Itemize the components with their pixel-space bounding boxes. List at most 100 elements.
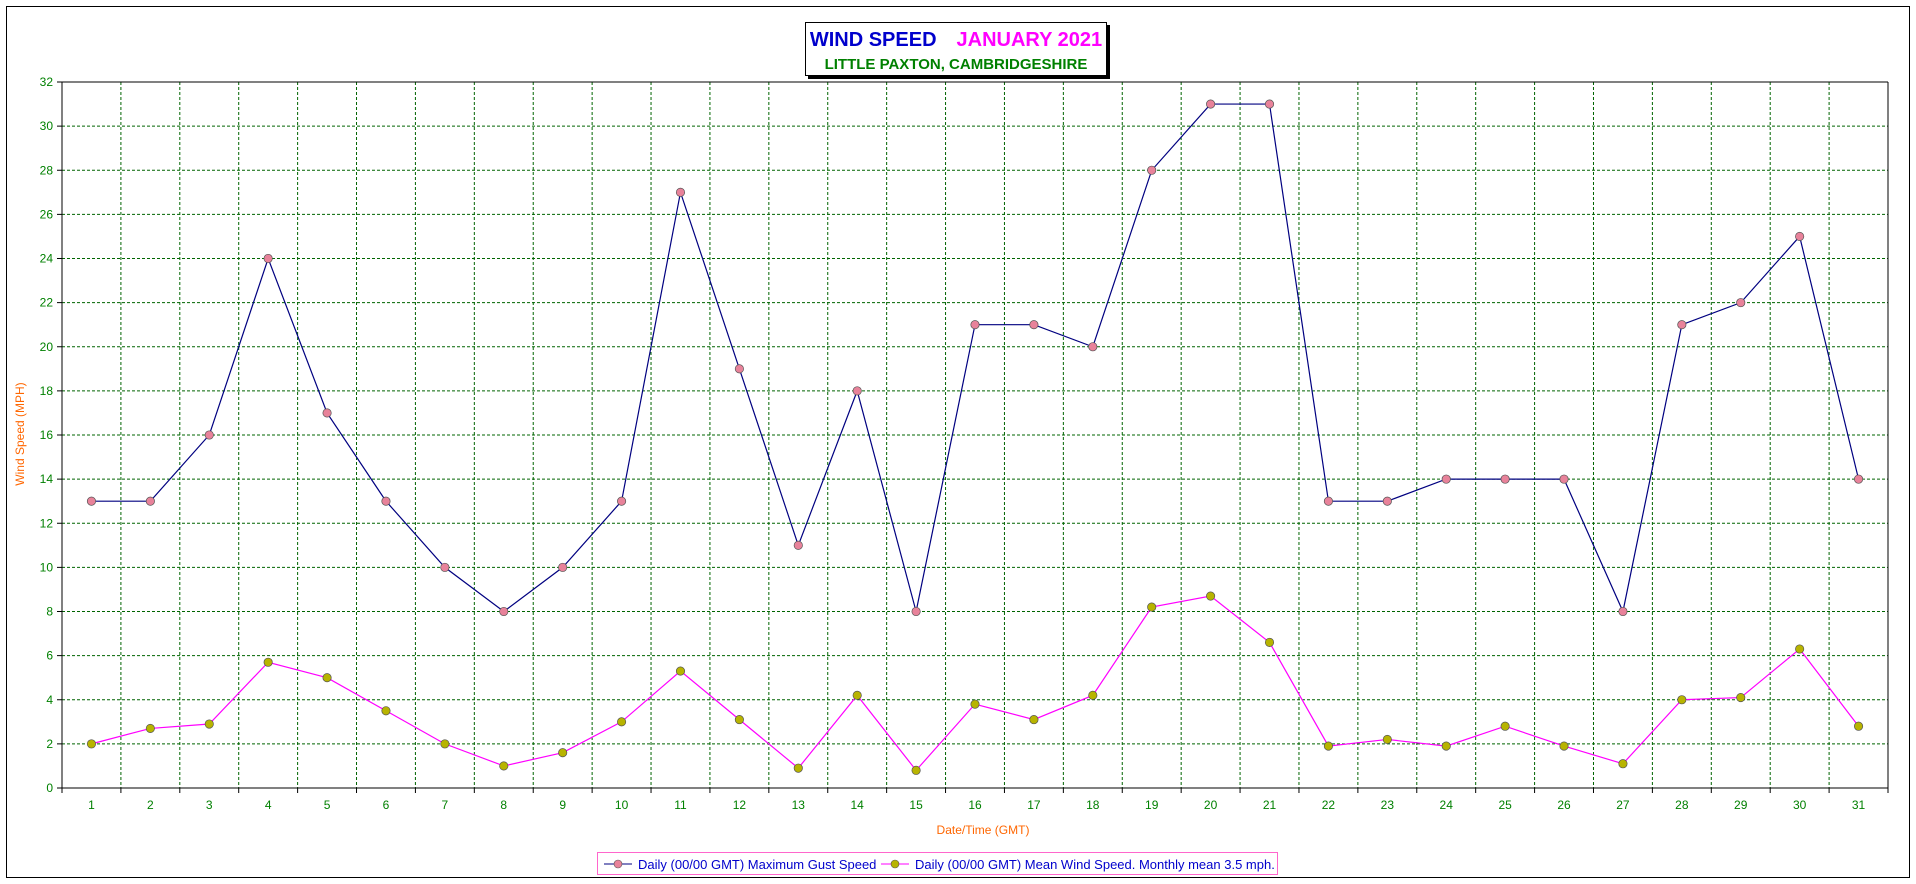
x-tick-label: 5 — [324, 798, 331, 812]
chart-legend: Daily (00/00 GMT) Maximum Gust Speed Dai… — [597, 852, 1278, 875]
y-tick-label: 24 — [40, 252, 54, 266]
x-tick-label: 26 — [1557, 798, 1571, 812]
x-tick-label: 10 — [615, 798, 629, 812]
x-tick-label: 25 — [1498, 798, 1512, 812]
x-tick-label: 8 — [500, 798, 507, 812]
legend-item-mean: Daily (00/00 GMT) Mean Wind Speed. Month… — [881, 856, 1275, 872]
x-tick-label: 7 — [442, 798, 449, 812]
chart-title-box: WIND SPEED JANUARY 2021 LITTLE PAXTON, CA… — [805, 22, 1107, 76]
data-point-max-gust — [1382, 496, 1392, 506]
legend-mean-marker — [881, 859, 909, 869]
y-tick-label: 26 — [40, 207, 54, 221]
x-tick-label: 6 — [383, 798, 390, 812]
data-point-max-gust — [1029, 320, 1039, 330]
data-point-mean-speed — [675, 666, 686, 676]
data-point-max-gust — [499, 606, 509, 617]
data-point-mean-speed — [617, 717, 627, 727]
data-point-max-gust — [1559, 474, 1569, 484]
data-point-mean-speed — [499, 761, 509, 771]
data-point-max-gust — [852, 386, 862, 396]
data-point-max-gust — [1618, 606, 1628, 617]
data-point-mean-speed — [734, 715, 744, 725]
data-point-max-gust — [1795, 231, 1805, 241]
data-point-max-gust — [1500, 474, 1510, 484]
data-point-mean-speed — [1677, 695, 1687, 705]
data-point-max-gust — [1147, 165, 1157, 175]
x-tick-label: 23 — [1381, 798, 1395, 812]
data-point-max-gust — [381, 496, 391, 506]
x-tick-label: 21 — [1263, 798, 1277, 812]
x-tick-label: 9 — [559, 798, 566, 812]
data-point-mean-speed — [1323, 741, 1333, 751]
data-point-mean-speed — [911, 765, 921, 775]
x-tick-label: 27 — [1616, 798, 1630, 812]
data-point-mean-speed — [1500, 721, 1510, 731]
legend-gust-label: Daily (00/00 GMT) Maximum Gust Speed — [638, 856, 877, 872]
legend-item-gust: Daily (00/00 GMT) Maximum Gust Speed — [604, 856, 876, 872]
data-point-max-gust — [734, 364, 744, 374]
data-point-mean-speed — [1206, 591, 1216, 601]
data-point-mean-speed — [263, 657, 273, 667]
y-tick-label: 0 — [46, 781, 53, 795]
data-point-mean-speed — [1618, 759, 1628, 769]
y-tick-label: 32 — [40, 75, 54, 89]
data-point-max-gust — [617, 496, 627, 506]
x-tick-label: 4 — [265, 798, 272, 812]
chart-title: WIND SPEED — [809, 29, 937, 51]
x-tick-label: 30 — [1793, 798, 1807, 812]
x-tick-label: 19 — [1145, 798, 1159, 812]
data-point-max-gust — [970, 320, 980, 330]
y-tick-label: 30 — [40, 119, 54, 133]
legend-mean-label: Daily (00/00 GMT) Mean Wind Speed. Month… — [915, 856, 1275, 872]
y-tick-label: 18 — [40, 384, 54, 398]
data-point-mean-speed — [1736, 692, 1746, 703]
x-tick-label: 13 — [792, 798, 806, 812]
data-point-max-gust — [322, 408, 332, 418]
data-point-mean-speed — [1382, 734, 1392, 745]
chart-title-month: JANUARY 2021 — [956, 29, 1103, 51]
data-point-mean-speed — [1029, 715, 1039, 725]
data-point-max-gust — [1206, 99, 1216, 109]
data-point-max-gust — [1677, 320, 1687, 330]
y-tick-label: 4 — [46, 693, 53, 707]
x-tick-label: 29 — [1734, 798, 1748, 812]
x-tick-label: 14 — [851, 798, 865, 812]
data-point-mean-speed — [1559, 741, 1569, 751]
y-tick-label: 28 — [40, 163, 54, 177]
x-tick-label: 16 — [968, 798, 982, 812]
data-point-max-gust — [1441, 474, 1451, 484]
y-tick-label: 2 — [46, 737, 53, 751]
y-tick-label: 12 — [40, 516, 54, 530]
data-point-mean-speed — [793, 763, 803, 773]
data-point-mean-speed — [322, 673, 332, 683]
x-tick-label: 3 — [206, 798, 213, 812]
data-point-mean-speed — [1264, 637, 1275, 647]
data-point-mean-speed — [1147, 602, 1157, 612]
data-point-mean-speed — [145, 723, 155, 733]
data-point-max-gust — [1088, 342, 1098, 352]
data-point-mean-speed — [970, 699, 980, 709]
data-point-max-gust — [1736, 298, 1746, 308]
data-point-max-gust — [1323, 496, 1333, 506]
x-tick-label: 18 — [1086, 798, 1100, 812]
y-tick-label: 6 — [46, 649, 53, 663]
x-tick-label: 17 — [1027, 798, 1041, 812]
data-point-mean-speed — [440, 739, 450, 749]
data-point-max-gust — [204, 430, 214, 440]
data-point-max-gust — [86, 496, 97, 506]
x-tick-label: 28 — [1675, 798, 1689, 812]
data-point-mean-speed — [1795, 644, 1805, 654]
data-point-mean-speed — [558, 748, 568, 758]
y-tick-label: 10 — [40, 560, 54, 574]
x-tick-label: 24 — [1440, 798, 1454, 812]
y-tick-label: 22 — [40, 296, 54, 310]
data-point-max-gust — [263, 253, 273, 264]
y-tick-label: 16 — [40, 428, 54, 442]
data-point-max-gust — [440, 562, 450, 572]
y-tick-label: 20 — [40, 340, 54, 354]
data-point-mean-speed — [381, 706, 391, 716]
x-tick-label: 15 — [909, 798, 923, 812]
y-tick-label: 14 — [40, 472, 54, 486]
chart-subtitle: LITTLE PAXTON, CAMBRIDGESHIRE — [824, 56, 1088, 73]
